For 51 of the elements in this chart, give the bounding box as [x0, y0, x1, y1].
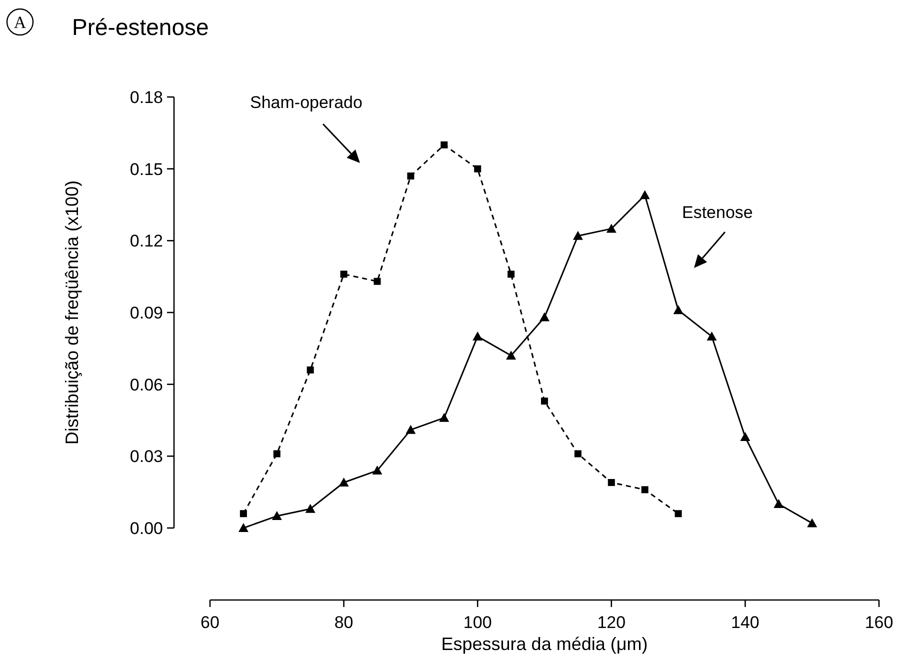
x-tick-label: 60 [200, 613, 220, 632]
point [807, 518, 818, 528]
point [340, 270, 348, 278]
point [474, 165, 482, 172]
series-label: Estenose [682, 203, 753, 222]
point [240, 510, 247, 518]
point [574, 450, 582, 458]
x-tick-label: 160 [864, 613, 894, 632]
point [407, 172, 414, 180]
point [272, 511, 282, 520]
point [508, 270, 515, 278]
y-tick-label: 0.03 [130, 447, 163, 466]
x-axis-title: Espessura da média (μm) [441, 634, 648, 654]
point [372, 466, 382, 475]
circled-letter: A [6, 8, 34, 36]
y-tick-label: 0.00 [130, 519, 163, 538]
point [608, 479, 615, 486]
point [439, 412, 450, 422]
point [306, 366, 314, 374]
y-tick-label: 0.06 [130, 375, 163, 394]
point [706, 331, 717, 340]
point [440, 141, 448, 148]
text: Sham-operado [250, 93, 362, 112]
x-tick-label: 140 [731, 613, 760, 632]
x-tick-label: 100 [463, 613, 492, 632]
x-tick-label: 80 [334, 613, 354, 632]
point [540, 312, 550, 322]
chart-title: Pré-estenose [72, 14, 209, 40]
point [641, 486, 648, 494]
point [305, 504, 316, 513]
point [606, 224, 616, 233]
point [506, 350, 516, 360]
point [472, 331, 483, 340]
point [541, 398, 548, 405]
point [673, 305, 684, 314]
y-tick-label: 0.18 [130, 88, 163, 107]
point [740, 432, 750, 442]
y-tick-label: 0.12 [130, 232, 163, 251]
point [374, 278, 381, 285]
point [406, 424, 416, 434]
point [674, 510, 682, 518]
y-tick-label: 0.15 [130, 160, 163, 179]
point [572, 230, 583, 240]
y-axis-title: Distribuição de freqüência (x100) [62, 180, 82, 445]
point [273, 450, 280, 458]
point [640, 190, 650, 200]
point [774, 499, 784, 508]
y-tick-label: 0.09 [130, 304, 163, 322]
x-tick-label: 120 [597, 613, 626, 632]
point [238, 523, 248, 532]
point [338, 478, 349, 487]
